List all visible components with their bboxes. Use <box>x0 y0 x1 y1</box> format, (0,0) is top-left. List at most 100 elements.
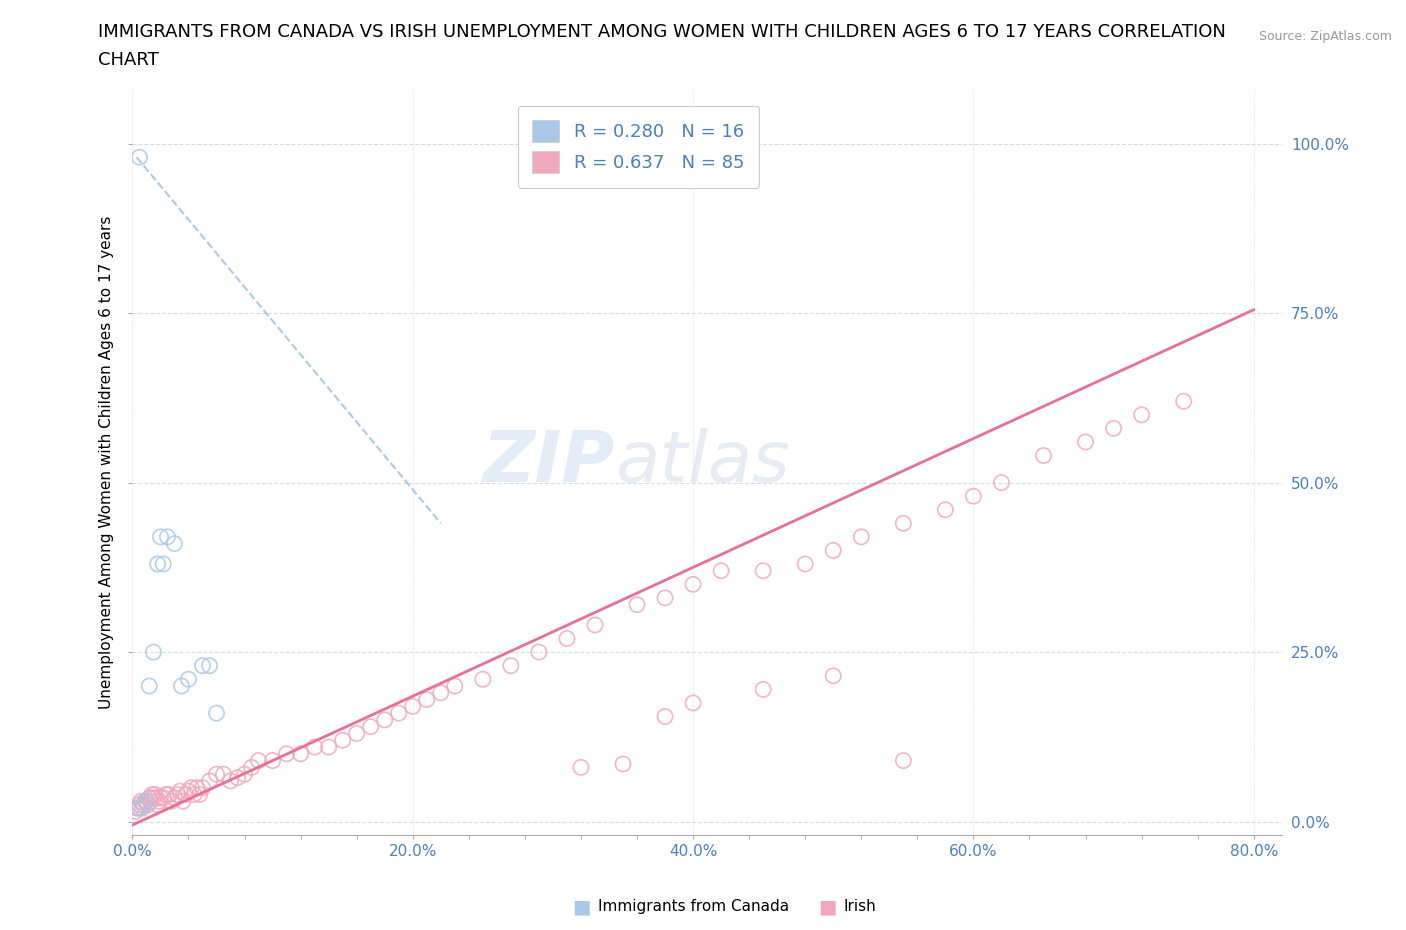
Text: Source: ZipAtlas.com: Source: ZipAtlas.com <box>1258 30 1392 43</box>
Point <box>891 753 914 768</box>
Point <box>125 801 148 816</box>
Point <box>186 780 208 795</box>
Point <box>174 787 197 802</box>
Text: IMMIGRANTS FROM CANADA VS IRISH UNEMPLOYMENT AMONG WOMEN WITH CHILDREN AGES 6 TO: IMMIGRANTS FROM CANADA VS IRISH UNEMPLOY… <box>98 23 1226 41</box>
Point <box>276 747 298 762</box>
Point <box>654 591 676 605</box>
Point <box>198 774 221 789</box>
Point <box>142 790 165 805</box>
Point <box>654 709 676 724</box>
Point <box>499 658 522 673</box>
Point <box>170 679 193 694</box>
Point <box>127 801 149 816</box>
Point <box>555 631 578 646</box>
Point <box>163 537 186 551</box>
Point <box>443 679 465 694</box>
Point <box>262 753 284 768</box>
Point <box>132 797 155 812</box>
Point <box>128 150 150 165</box>
Point <box>240 760 263 775</box>
Point <box>752 682 775 697</box>
Point <box>124 804 146 819</box>
Point <box>143 787 166 802</box>
Point <box>569 760 592 775</box>
Point <box>155 787 177 802</box>
Point <box>191 780 214 795</box>
Point <box>172 794 194 809</box>
Point <box>1032 448 1054 463</box>
Point <box>169 784 191 799</box>
Text: atlas: atlas <box>616 428 790 497</box>
Point <box>191 658 214 673</box>
Point <box>148 794 170 809</box>
Point <box>471 671 494 686</box>
Point <box>129 794 152 809</box>
Point <box>157 787 180 802</box>
Point <box>146 797 169 812</box>
Point <box>402 699 425 714</box>
Point <box>160 794 183 809</box>
Point <box>430 685 453 700</box>
Text: ZIP: ZIP <box>482 428 616 497</box>
Point <box>1074 434 1097 449</box>
Text: CHART: CHART <box>98 51 159 69</box>
Text: Irish: Irish <box>844 899 876 914</box>
Point <box>139 794 162 809</box>
Legend: R = 0.280   N = 16, R = 0.637   N = 85: R = 0.280 N = 16, R = 0.637 N = 85 <box>517 106 759 188</box>
Point <box>527 644 550 659</box>
Y-axis label: Unemployment Among Women with Children Ages 6 to 17 years: Unemployment Among Women with Children A… <box>100 216 114 709</box>
Point <box>134 794 156 809</box>
Point <box>149 790 172 805</box>
Point <box>166 787 188 802</box>
Point <box>290 747 312 762</box>
Point <box>851 529 873 544</box>
Text: Immigrants from Canada: Immigrants from Canada <box>598 899 789 914</box>
Point <box>583 618 606 632</box>
Point <box>626 597 648 612</box>
Point <box>934 502 956 517</box>
Point <box>128 797 150 812</box>
Point <box>138 790 160 805</box>
Point <box>233 766 256 781</box>
Point <box>682 696 704 711</box>
Point <box>388 706 411 721</box>
Point <box>142 644 165 659</box>
Point <box>177 671 200 686</box>
Point <box>205 706 228 721</box>
Point <box>188 787 211 802</box>
Text: ■: ■ <box>818 897 837 916</box>
Point <box>212 766 235 781</box>
Point <box>990 475 1012 490</box>
Point <box>226 770 249 785</box>
Point <box>205 766 228 781</box>
Point <box>152 790 174 805</box>
Point <box>374 712 396 727</box>
Point <box>156 529 179 544</box>
Point <box>141 787 163 802</box>
Point <box>318 739 340 754</box>
Point <box>135 794 157 809</box>
Point <box>416 692 439 707</box>
Point <box>1102 421 1125 436</box>
Point <box>823 543 845 558</box>
Point <box>219 774 242 789</box>
Point <box>131 801 153 816</box>
Point <box>177 784 200 799</box>
Point <box>710 564 733 578</box>
Point <box>198 658 221 673</box>
Point <box>752 564 775 578</box>
Point <box>136 797 159 812</box>
Point <box>823 669 845 684</box>
Point <box>152 556 174 571</box>
Point <box>682 577 704 591</box>
Point <box>794 556 817 571</box>
Text: ■: ■ <box>572 897 591 916</box>
Point <box>612 756 634 771</box>
Point <box>145 790 167 805</box>
Point <box>138 679 160 694</box>
Point <box>163 790 186 805</box>
Point <box>360 719 382 734</box>
Point <box>180 780 202 795</box>
Point <box>891 516 914 531</box>
Point <box>135 794 157 809</box>
